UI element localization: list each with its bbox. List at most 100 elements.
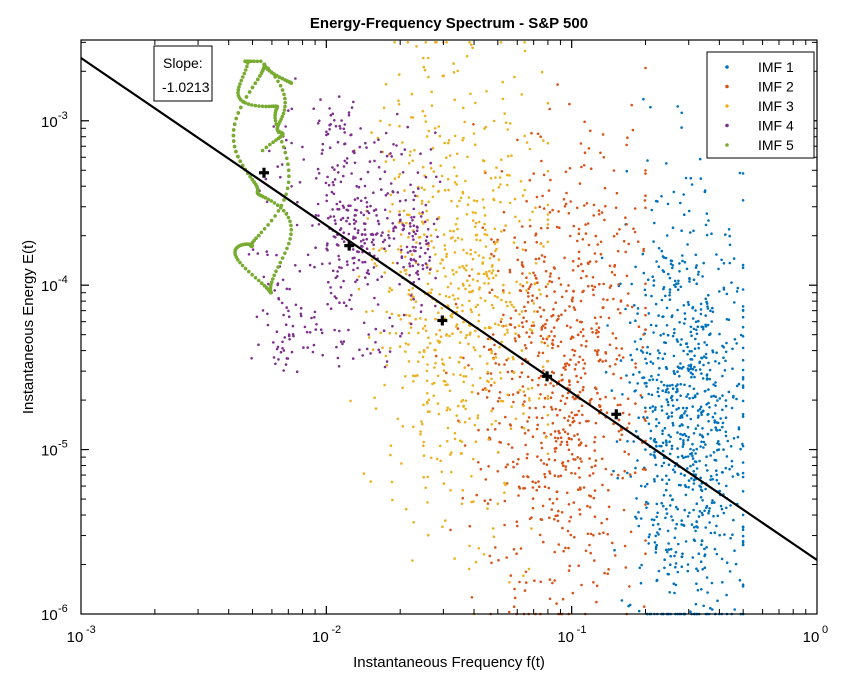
data-point — [473, 348, 477, 352]
data-point — [671, 518, 674, 522]
data-point — [399, 334, 402, 338]
data-point — [664, 294, 667, 298]
data-point — [560, 313, 563, 317]
data-point — [464, 269, 468, 272]
data-point — [569, 234, 572, 238]
data-point — [409, 183, 412, 187]
data-point — [572, 289, 575, 293]
data-point — [663, 341, 666, 344]
data-point — [453, 134, 457, 138]
data-point — [519, 547, 523, 550]
data-point — [557, 475, 560, 478]
data-point — [614, 336, 618, 340]
data-point — [542, 540, 545, 544]
data-point — [601, 483, 604, 487]
data-point — [528, 224, 532, 228]
data-point — [337, 254, 340, 258]
data-point — [593, 316, 597, 320]
data-point — [361, 245, 364, 248]
data-point — [661, 478, 664, 482]
data-point — [656, 349, 660, 352]
data-point — [444, 519, 447, 522]
data-point — [553, 579, 556, 582]
data-point — [411, 287, 415, 290]
data-point — [708, 521, 711, 524]
data-point — [513, 587, 516, 591]
data-point — [412, 425, 415, 429]
legend-label: IMF 1 — [758, 59, 794, 75]
data-point — [490, 252, 493, 256]
data-point — [391, 190, 395, 193]
data-point — [342, 340, 346, 343]
data-point — [532, 321, 535, 324]
x-axis-label: Instantaneous Frequency f(t) — [353, 654, 545, 671]
data-point — [604, 395, 607, 399]
data-point — [372, 247, 375, 251]
data-point — [477, 547, 481, 550]
data-point — [717, 267, 720, 271]
data-point — [236, 111, 241, 115]
data-point — [462, 106, 465, 110]
data-point — [604, 370, 608, 374]
data-point — [708, 406, 711, 409]
data-point — [290, 141, 293, 145]
data-point — [661, 449, 665, 453]
data-point — [716, 514, 720, 518]
data-point — [412, 280, 416, 284]
data-point — [354, 208, 357, 212]
data-point — [374, 341, 377, 344]
data-point — [541, 365, 545, 369]
data-point — [657, 533, 660, 536]
data-point — [644, 169, 647, 172]
data-point — [491, 407, 495, 410]
data-point — [680, 454, 684, 458]
data-point — [514, 339, 517, 343]
legend-label: IMF 3 — [758, 98, 794, 114]
data-point — [712, 451, 716, 454]
series-imf-1 — [600, 97, 745, 616]
data-point — [412, 521, 415, 524]
data-point — [342, 279, 345, 283]
data-point — [315, 323, 318, 326]
data-point — [712, 383, 715, 386]
data-point — [283, 251, 287, 255]
data-point — [467, 364, 470, 367]
data-point — [551, 313, 555, 317]
data-point — [694, 309, 697, 312]
data-point — [333, 178, 337, 181]
data-point — [695, 264, 698, 267]
data-point — [509, 574, 513, 577]
data-point — [289, 232, 293, 236]
data-point — [459, 452, 463, 456]
data-point — [675, 338, 679, 341]
data-point — [741, 525, 745, 528]
data-point — [619, 359, 623, 362]
data-point — [651, 275, 654, 279]
data-point — [406, 41, 410, 44]
data-point — [665, 398, 669, 401]
data-point — [695, 282, 698, 286]
data-point — [414, 300, 418, 304]
data-point — [298, 181, 302, 184]
data-point — [647, 312, 651, 315]
data-point — [653, 541, 657, 544]
data-point — [450, 470, 453, 474]
data-point — [741, 399, 745, 403]
data-point — [468, 290, 471, 294]
data-point — [691, 556, 695, 559]
data-point — [435, 333, 438, 336]
data-point — [434, 131, 437, 134]
data-point — [676, 570, 680, 574]
data-point — [555, 225, 559, 229]
data-point — [451, 312, 454, 316]
data-point — [422, 454, 426, 458]
data-point — [657, 246, 661, 250]
data-point — [549, 272, 552, 275]
data-point — [237, 85, 241, 89]
data-point — [349, 399, 352, 403]
data-point — [329, 286, 332, 289]
data-point — [576, 488, 580, 492]
legend-item: IMF 3 — [725, 98, 794, 114]
data-point — [573, 472, 577, 475]
data-point — [708, 507, 711, 510]
